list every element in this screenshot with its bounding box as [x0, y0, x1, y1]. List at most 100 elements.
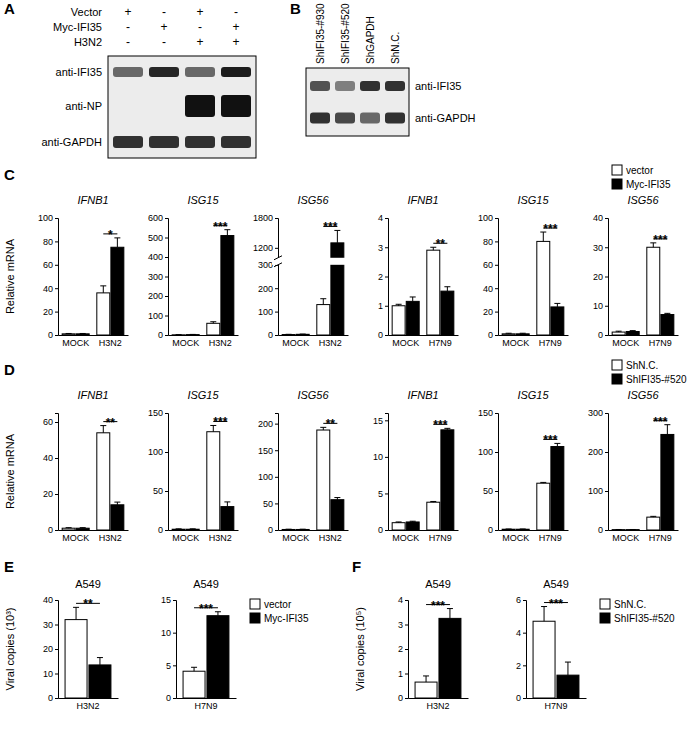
y-tick-label: 0 — [158, 525, 163, 535]
bar — [557, 675, 579, 698]
plot-area — [415, 609, 461, 698]
significance-stars: * — [108, 228, 113, 242]
y-tick-mark — [173, 600, 176, 601]
error-bar — [320, 299, 326, 305]
error-bar — [66, 527, 72, 529]
bar-chart: ISG56050100150200MOCKH3N2** — [258, 389, 349, 543]
y-tick-label: 10 — [593, 301, 603, 311]
x-axis: H7N9 — [177, 698, 237, 711]
bar — [331, 243, 344, 335]
y-tick: 100 — [258, 307, 278, 317]
chart-title: ISG15 — [187, 389, 219, 401]
y-tick-label: 40 — [43, 453, 53, 463]
y-axis-line — [385, 219, 389, 336]
y-tick: 20 — [483, 307, 498, 317]
y-tick-mark — [275, 503, 278, 504]
x-tick-label: MOCK — [612, 338, 639, 348]
legend: vectorMyc-IFI35 — [612, 165, 671, 190]
x-tick-label: MOCK — [392, 338, 419, 348]
error-bar — [286, 529, 292, 530]
y-tick: 1200 — [253, 243, 278, 253]
bar — [612, 529, 625, 530]
y-tick: 0 — [488, 330, 498, 340]
y-tick-label: 150 — [258, 446, 273, 456]
y-tick-mark — [605, 277, 608, 278]
error-bar — [520, 528, 526, 529]
error-bar — [410, 521, 416, 523]
significance-stars: *** — [213, 220, 227, 234]
error-bar — [224, 502, 230, 507]
y-tick-mark — [55, 265, 58, 266]
y-tick: 200 — [258, 284, 278, 294]
y-tick-mark — [605, 335, 608, 336]
y-tick-mark — [523, 665, 526, 666]
x-tick: H7N9 — [429, 335, 452, 348]
y-tick: 1 — [398, 669, 408, 679]
x-tick-label: MOCK — [282, 533, 309, 543]
y-tick-label: 5 — [166, 661, 171, 671]
x-tick: H3N2 — [319, 335, 342, 348]
bar — [172, 334, 185, 335]
x-axis: MOCKH7N9 — [609, 530, 679, 543]
legend: vectorMyc-IFI35 — [250, 599, 309, 624]
legend-label: Myc-IFI35 — [626, 179, 671, 190]
y-tick-label: 150 — [478, 408, 493, 418]
y-tick: 2 — [516, 661, 526, 671]
bar-chart: ISG150100200300400500600MOCKH3N2*** — [148, 194, 239, 348]
bar — [111, 247, 124, 335]
y-tick-label: 0 — [158, 330, 163, 340]
lane-label: ShN.C. — [390, 32, 401, 64]
x-axis-line — [177, 698, 237, 699]
x-tick: MOCK — [502, 335, 529, 348]
significance-stars: ** — [106, 416, 116, 430]
y-tick: 100 — [148, 311, 168, 321]
y-tick-label: 30 — [43, 620, 53, 630]
condition-label: H3N2 — [74, 36, 102, 48]
plot-area — [62, 426, 124, 530]
y-tick-mark — [495, 491, 498, 492]
y-tick: 10 — [593, 301, 608, 311]
bar — [537, 483, 550, 530]
condition-sign: - — [234, 5, 238, 19]
y-tick-mark — [275, 248, 278, 249]
y-axis-line — [275, 219, 279, 336]
legend-swatch — [612, 165, 622, 175]
y-tick: 10 — [373, 452, 388, 462]
x-axis: MOCKH3N2 — [279, 335, 349, 348]
x-axis-line — [59, 698, 119, 699]
bar — [317, 305, 330, 335]
error-bar — [444, 287, 450, 291]
bar — [207, 323, 220, 335]
y-tick-label: 2 — [378, 272, 383, 282]
bar — [331, 500, 344, 530]
x-axis: MOCKH3N2 — [169, 530, 239, 543]
y-tick: 40 — [43, 453, 58, 463]
axis-break-gap — [272, 258, 350, 265]
y-axis: 051015 — [161, 595, 177, 703]
y-tick: 0 — [378, 330, 388, 340]
legend-swatch — [250, 613, 260, 623]
x-tick: MOCK — [612, 530, 639, 543]
blot-panel-a: AVector+-+-Myc-IFI35-+-+H3N2--++anti-IFI… — [4, 0, 256, 158]
y-tick: 40 — [43, 284, 58, 294]
y-tick-mark — [385, 247, 388, 248]
y-tick: 50 — [483, 486, 498, 496]
chart-title: IFNB1 — [407, 389, 438, 401]
chart-title: IFNB1 — [77, 194, 108, 206]
y-axis-title: Relative mRNA — [4, 433, 16, 509]
x-axis-line — [279, 530, 349, 531]
significance-stars: *** — [543, 433, 557, 447]
y-tick-label: 1200 — [253, 243, 273, 253]
x-axis: MOCK H7N9 — [389, 335, 459, 348]
y-tick: 0 — [378, 525, 388, 535]
chart-title: ISG15 — [187, 194, 219, 206]
x-tick: H7N9 — [539, 530, 562, 543]
y-tick: 150 — [148, 408, 168, 418]
y-tick-mark — [165, 218, 168, 219]
error-bar — [114, 238, 120, 247]
y-tick: 50 — [263, 499, 278, 509]
blot-band — [149, 136, 179, 148]
bar-chart: IFNB101234MOCKH7N9** — [378, 194, 459, 348]
condition-sign: + — [124, 5, 131, 19]
condition-sign: + — [160, 20, 167, 34]
